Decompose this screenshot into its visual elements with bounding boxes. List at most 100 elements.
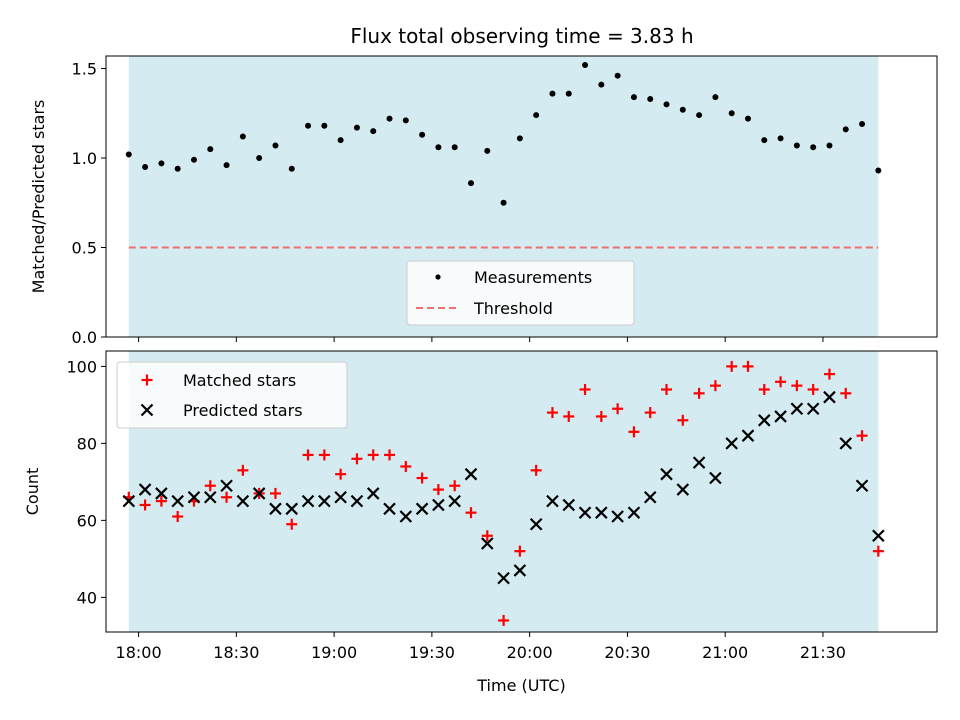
x-tick-label: 18:00 xyxy=(116,643,162,662)
measurement-point xyxy=(484,147,491,154)
matched-point xyxy=(155,495,167,507)
legend-matched-label: Matched stars xyxy=(183,371,296,390)
matched-point xyxy=(791,380,803,392)
legend-predicted-marker xyxy=(140,403,154,417)
measurement-point xyxy=(158,160,165,167)
predicted-point xyxy=(334,490,347,504)
matched-point xyxy=(693,387,705,399)
predicted-point xyxy=(578,506,592,519)
measurement-point xyxy=(533,112,540,119)
measurement-point xyxy=(500,199,507,206)
bottom-axes-frame xyxy=(105,350,938,633)
measurement-point xyxy=(288,165,295,172)
matched-point xyxy=(481,530,493,542)
measurement-point xyxy=(451,144,458,151)
predicted-point xyxy=(676,483,690,496)
matched-point xyxy=(204,480,216,492)
matched-point xyxy=(726,360,738,372)
bottom-panel: 40 60 80 100 18:00 18:30 19:00 19:30 20:00 20:30… xyxy=(23,350,938,695)
predicted-point xyxy=(481,537,494,550)
measurement-point xyxy=(679,106,686,113)
top-y-ticks: 0.0 0.5 1.0 1.5 xyxy=(72,60,106,347)
predicted-point xyxy=(872,529,885,543)
predicted-point xyxy=(252,487,266,500)
measurement-point xyxy=(370,128,377,135)
predicted-point xyxy=(855,479,869,493)
measurement-point xyxy=(386,115,393,122)
matched-point xyxy=(677,414,689,426)
measurement-point xyxy=(859,121,866,128)
matched-point xyxy=(432,484,444,496)
predicted-point xyxy=(709,471,722,485)
matched-point xyxy=(172,511,184,523)
predicted-point xyxy=(122,494,136,508)
count-points xyxy=(122,360,885,626)
predicted-point xyxy=(790,402,804,416)
matched-point xyxy=(872,545,884,557)
bottom-y-tick-label: 80 xyxy=(77,434,97,453)
measurement-point xyxy=(402,117,409,124)
predicted-point xyxy=(529,517,543,531)
predicted-point xyxy=(692,456,706,469)
matched-point xyxy=(269,487,281,499)
matched-point xyxy=(579,383,591,395)
predicted-point xyxy=(269,502,282,516)
measurement-point xyxy=(467,180,474,187)
matched-point xyxy=(449,480,461,492)
predicted-point xyxy=(774,410,787,423)
predicted-point xyxy=(285,502,299,516)
measurement-point xyxy=(761,137,768,144)
measurement-point xyxy=(663,101,670,108)
matched-point xyxy=(644,407,656,419)
predicted-point xyxy=(415,502,429,516)
matched-point xyxy=(237,464,249,476)
matched-point xyxy=(742,360,754,372)
predicted-point xyxy=(318,494,331,508)
predicted-point xyxy=(741,429,755,442)
predicted-point xyxy=(806,402,820,416)
matched-point xyxy=(612,403,624,415)
measurement-point xyxy=(305,122,312,129)
measurement-point xyxy=(712,94,719,101)
predicted-point xyxy=(448,494,461,508)
predicted-point xyxy=(236,494,250,508)
predicted-point xyxy=(432,498,445,512)
measurement-point xyxy=(875,167,882,174)
matched-point xyxy=(563,410,575,422)
bottom-y-tick-label: 60 xyxy=(77,511,97,530)
x-tick-label: 21:00 xyxy=(702,643,748,662)
bottom-y-ticks: 40 60 80 100 xyxy=(66,357,106,607)
measurement-point xyxy=(647,95,654,102)
predicted-point xyxy=(595,506,608,519)
matched-point xyxy=(351,453,363,465)
x-tick-label: 19:00 xyxy=(311,643,357,662)
top-y-tick-label: 1.5 xyxy=(72,60,97,79)
measurement-point xyxy=(174,165,181,172)
measurement-point xyxy=(321,122,328,129)
legend-cross-marker xyxy=(140,403,154,417)
bottom-legend: Matched stars Predicted stars xyxy=(116,361,348,429)
measurement-point xyxy=(826,142,833,149)
matched-point xyxy=(709,380,721,392)
measurement-point xyxy=(142,163,149,170)
predicted-point xyxy=(546,494,559,508)
predicted-point xyxy=(660,467,673,481)
matched-point xyxy=(367,449,379,461)
matched-point xyxy=(628,426,640,438)
measurement-point xyxy=(565,90,572,97)
predicted-point xyxy=(839,437,853,450)
matched-point xyxy=(400,460,412,472)
predicted-point xyxy=(366,487,380,500)
matched-point xyxy=(384,449,396,461)
predicted-point xyxy=(562,498,576,512)
measurement-point xyxy=(793,142,800,149)
predicted-point xyxy=(138,483,152,496)
x-tick-label: 20:30 xyxy=(604,643,650,662)
predicted-point xyxy=(513,564,527,577)
measurement-point xyxy=(598,81,605,88)
predicted-point xyxy=(220,479,233,493)
measurement-point xyxy=(516,135,523,142)
measurement-point xyxy=(744,115,751,122)
legend-measurements-label: Measurements xyxy=(474,268,592,287)
matched-point xyxy=(286,518,298,530)
